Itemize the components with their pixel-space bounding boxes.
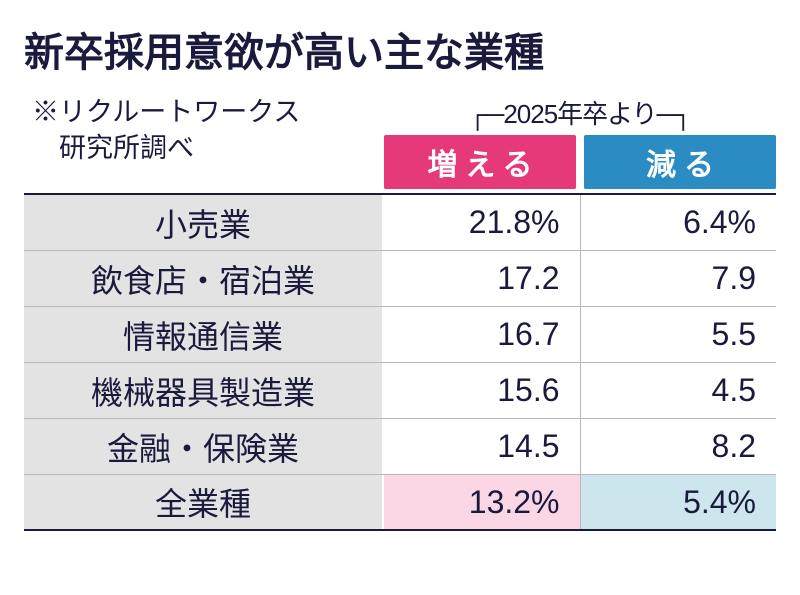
category-cell: 小売業: [24, 195, 384, 250]
header-row: ※リクルートワークス 研究所調べ ┌─2025年卒より─┐ 増える 減る: [24, 94, 776, 189]
table-row: 小売業 21.8% 6.4%: [24, 195, 776, 251]
category-cell: 情報通信業: [24, 307, 384, 362]
table-row: 機械器具製造業 15.6 4.5: [24, 363, 776, 419]
table-row: 飲食店・宿泊業 17.2 7.9: [24, 251, 776, 307]
total-increase-cell: 13.2%: [384, 475, 581, 529]
total-row: 全業種 13.2% 5.4%: [24, 475, 776, 531]
decrease-cell: 7.9: [581, 251, 777, 306]
total-category-cell: 全業種: [24, 475, 384, 529]
column-headers: 増える 減る: [384, 135, 776, 189]
comparison-subheader: ┌─2025年卒より─┐: [384, 94, 776, 131]
decrease-cell: 4.5: [581, 363, 777, 418]
category-cell: 金融・保険業: [24, 419, 384, 474]
increase-cell: 14.5: [384, 419, 581, 474]
page-title: 新卒採用意欲が高い主な業種: [24, 20, 776, 78]
total-decrease-cell: 5.4%: [581, 475, 777, 529]
note-line-1: ※リクルートワークス: [32, 97, 300, 127]
increase-cell: 21.8%: [384, 195, 581, 250]
decrease-cell: 6.4%: [581, 195, 777, 250]
decrease-header: 減る: [584, 135, 776, 189]
decrease-cell: 5.5: [581, 307, 777, 362]
category-cell: 飲食店・宿泊業: [24, 251, 384, 306]
increase-cell: 17.2: [384, 251, 581, 306]
category-cell: 機械器具製造業: [24, 363, 384, 418]
note-line-2: 研究所調べ: [32, 133, 194, 163]
table-row: 金融・保険業 14.5 8.2: [24, 419, 776, 475]
data-table: 小売業 21.8% 6.4% 飲食店・宿泊業 17.2 7.9 情報通信業 16…: [24, 193, 776, 531]
increase-cell: 16.7: [384, 307, 581, 362]
decrease-cell: 8.2: [581, 419, 777, 474]
increase-header: 増える: [384, 135, 576, 189]
table-row: 情報通信業 16.7 5.5: [24, 307, 776, 363]
increase-cell: 15.6: [384, 363, 581, 418]
source-note: ※リクルートワークス 研究所調べ: [24, 94, 384, 167]
